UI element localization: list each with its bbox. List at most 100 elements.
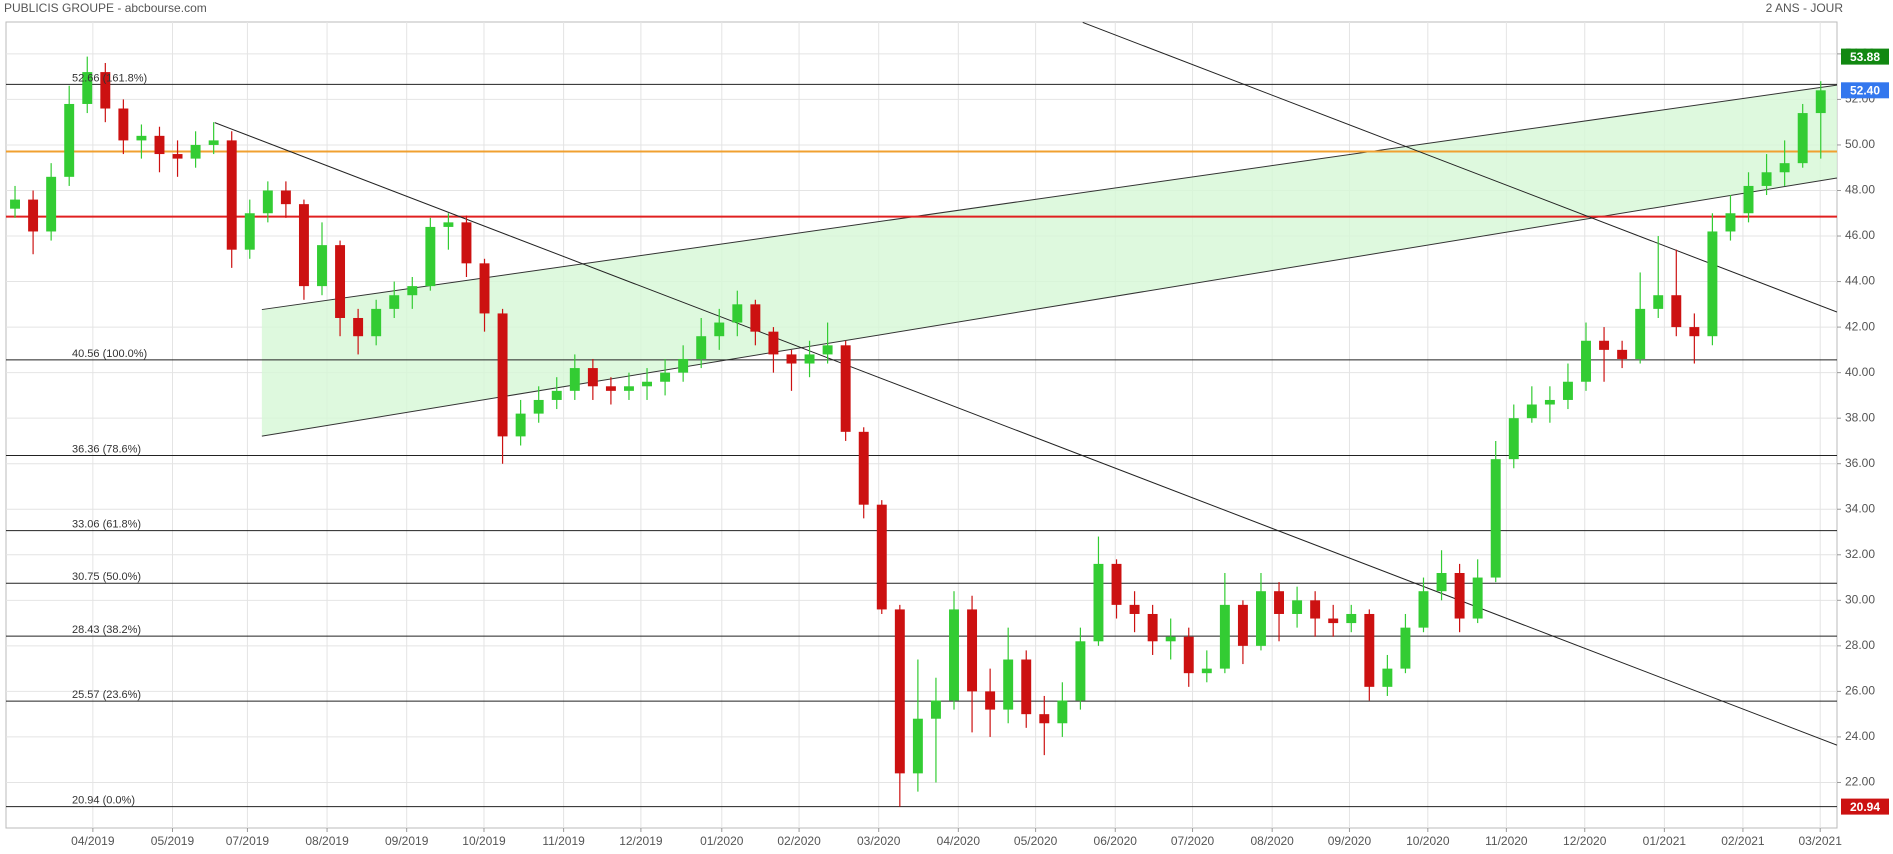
candle-body <box>1779 163 1790 173</box>
candle-body <box>46 176 57 232</box>
x-tick-label: 05/2019 <box>151 834 195 848</box>
fib-label: 25.57 (23.6%) <box>72 689 141 701</box>
candle-body <box>371 308 382 337</box>
candle-body <box>335 245 346 318</box>
fib-label: 40.56 (100.0%) <box>72 348 147 360</box>
candle-body <box>714 322 725 337</box>
candle-body <box>1815 90 1826 114</box>
x-tick-label: 01/2020 <box>700 834 744 848</box>
candle-body <box>244 213 255 250</box>
candle-body <box>1346 613 1357 624</box>
candle-body <box>1310 600 1321 619</box>
candle-body <box>1671 295 1682 328</box>
candle-body <box>1508 418 1519 460</box>
x-tick-label: 02/2020 <box>777 834 821 848</box>
x-tick-label: 08/2019 <box>305 834 349 848</box>
candle-body <box>515 413 526 437</box>
candle-body <box>172 154 183 159</box>
candle-body <box>118 108 129 141</box>
candle-body <box>858 431 869 505</box>
y-tick-label: 46.00 <box>1845 228 1875 242</box>
candle-body <box>1183 636 1194 674</box>
candle-body <box>1562 381 1573 400</box>
fib-label: 52.66 (161.8%) <box>72 72 147 84</box>
plot-frame <box>5 21 1838 829</box>
candle-body <box>443 222 454 227</box>
candle-body <box>479 263 490 314</box>
candle-body <box>1364 613 1375 687</box>
fib-label: 36.36 (78.6%) <box>72 443 141 455</box>
candle-body <box>587 368 598 387</box>
y-tick-label: 30.00 <box>1845 592 1875 606</box>
candle-body <box>82 72 93 104</box>
candle-body <box>497 313 508 437</box>
candle-body <box>1544 399 1555 405</box>
candle-body <box>1256 591 1266 646</box>
x-tick-label: 11/2019 <box>542 834 585 848</box>
candle-body <box>1382 668 1393 687</box>
candle-body <box>353 317 364 337</box>
candle-body <box>407 286 418 296</box>
candle-body <box>876 504 887 610</box>
candle-body <box>750 304 761 332</box>
chart-title: PUBLICIS GROUPE - abcbourse.com <box>4 1 207 15</box>
x-tick-label: 04/2019 <box>71 834 115 848</box>
candle-body <box>1057 700 1068 724</box>
fib-label: 28.43 (38.2%) <box>72 624 141 636</box>
x-tick-label: 07/2020 <box>1171 834 1215 848</box>
x-tick-label: 08/2020 <box>1250 834 1294 848</box>
candle-body <box>1093 563 1104 642</box>
candle-body <box>569 368 580 391</box>
candle-body <box>1274 591 1284 614</box>
y-tick-label: 40.00 <box>1845 365 1875 379</box>
candle-body <box>1761 172 1772 186</box>
candle-body <box>533 399 544 414</box>
x-tick-label: 10/2020 <box>1406 834 1450 848</box>
candle-body <box>786 354 797 364</box>
candle-body <box>136 135 147 141</box>
channel-fill <box>261 85 1837 437</box>
candle-body <box>894 609 905 774</box>
y-tick-label: 36.00 <box>1845 456 1875 470</box>
candle-body <box>1400 627 1411 669</box>
candle-body <box>10 199 20 209</box>
candle-body <box>551 390 562 400</box>
candle-body <box>1617 349 1628 359</box>
candle-body <box>1129 604 1140 614</box>
trend-line <box>214 122 1837 746</box>
candle-body <box>1165 636 1176 642</box>
y-tick-label: 42.00 <box>1845 319 1875 333</box>
candle-body <box>678 358 689 373</box>
chart-subtitle: 2 ANS - JOUR <box>1766 1 1844 15</box>
candle-body <box>642 381 652 387</box>
candle-body <box>1472 577 1483 619</box>
candle-body <box>660 372 671 382</box>
candle-body <box>389 295 400 309</box>
candle-body <box>425 226 436 287</box>
candle-body <box>154 135 165 155</box>
candle-body <box>1418 591 1429 628</box>
candle-body <box>1003 659 1014 710</box>
candle-body <box>1021 659 1032 715</box>
candle-body <box>985 691 996 710</box>
candle-body <box>1436 572 1447 592</box>
x-tick-label: 09/2020 <box>1328 834 1372 848</box>
fib-label: 20.94 (0.0%) <box>72 795 135 807</box>
candle-body <box>1292 600 1303 614</box>
price-tag-label: 52.40 <box>1850 83 1880 97</box>
price-tag-label: 20.94 <box>1850 800 1880 814</box>
candle-body <box>317 245 327 287</box>
candle-body <box>1219 604 1230 669</box>
y-tick-label: 28.00 <box>1845 638 1875 652</box>
plot-area <box>6 22 1837 828</box>
x-tick-label: 09/2019 <box>385 834 429 848</box>
y-tick-label: 48.00 <box>1845 183 1875 197</box>
candle-body <box>1111 563 1122 605</box>
x-tick-label: 04/2020 <box>937 834 981 848</box>
price-tag <box>1841 48 1889 65</box>
y-tick-label: 34.00 <box>1845 501 1875 515</box>
candle-body <box>1075 641 1086 701</box>
candle-body <box>280 190 291 205</box>
candle-body <box>605 386 616 391</box>
